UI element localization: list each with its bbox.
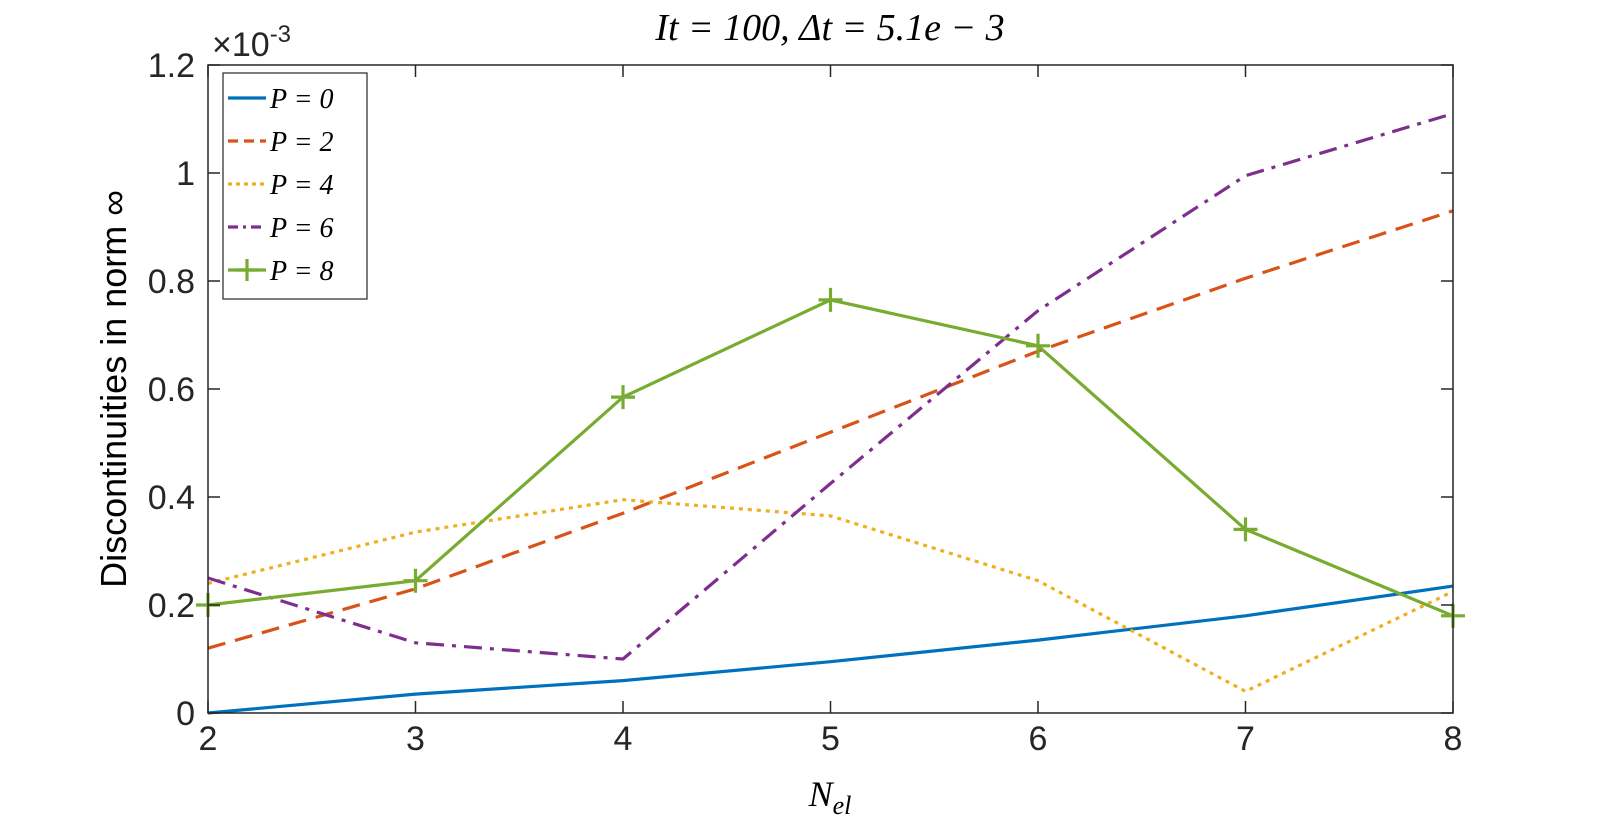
- y-tick-label: 0.6: [148, 371, 195, 409]
- series-line-0: [207, 584, 1454, 715]
- y-axis-title: Discontinuities in norm ∞: [93, 190, 134, 588]
- x-tick-label: 5: [821, 720, 840, 758]
- series-layer: [196, 112, 1465, 715]
- plot-background: [208, 65, 1453, 713]
- y-multiplier: ×10-3: [212, 21, 291, 64]
- x-axis-title-main: N: [808, 774, 835, 814]
- y-multiplier-exponent: -3: [270, 21, 291, 48]
- y-tick-label: 0.2: [148, 587, 195, 625]
- y-tick-label: 1: [176, 155, 195, 193]
- data-point-marker: [403, 568, 428, 593]
- x-axis-title-subscript: el: [833, 791, 852, 820]
- chart-title: It = 100, Δt = 5.1e − 3: [654, 7, 1004, 49]
- x-tick-label: 4: [614, 720, 633, 758]
- y-tick-label: 0: [176, 695, 195, 733]
- data-point-marker: [1026, 333, 1050, 358]
- y-tick-label: 0.8: [148, 263, 195, 301]
- data-point-marker: [1233, 517, 1258, 542]
- y-multiplier-base: ×10: [212, 26, 270, 64]
- data-point-marker: [818, 287, 843, 312]
- legend-marker: [236, 259, 258, 281]
- legend-label: P = 2: [269, 127, 334, 158]
- data-point-marker: [611, 385, 635, 410]
- series-line-2: [207, 498, 1454, 694]
- y-tick-label: 0.4: [148, 479, 195, 517]
- x-tick-label: 6: [1029, 720, 1048, 758]
- legend-label: P = 4: [269, 170, 334, 201]
- x-tick-label: 7: [1236, 720, 1255, 758]
- series-line-3: [207, 112, 1454, 661]
- legend-label: P = 8: [269, 256, 334, 287]
- y-tick-label: 1.2: [148, 47, 195, 85]
- x-axis-title: Nel: [808, 774, 852, 820]
- x-tick-label: 3: [406, 720, 425, 758]
- series-line-1: [207, 209, 1454, 650]
- x-tick-label: 2: [199, 720, 218, 758]
- legend-label: P = 0: [269, 84, 334, 115]
- legend: P = 0 P = 2 P = 4 P = 6 P = 8: [222, 72, 368, 300]
- x-tick-label: 8: [1444, 720, 1463, 758]
- legend-label: P = 6: [269, 213, 334, 244]
- ticks-layer: 2 3 4 5 6 7 8 0 0.2 0.4 0.6 0.8 1 1.2: [148, 47, 1463, 758]
